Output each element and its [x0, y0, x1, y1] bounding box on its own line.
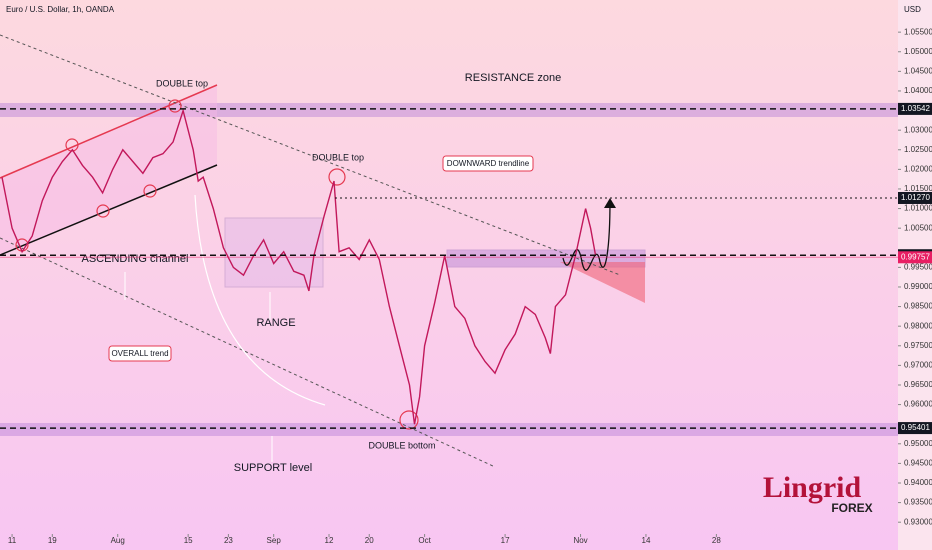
x-tick-label: 15	[184, 536, 193, 545]
x-tick-label: 23	[224, 536, 233, 545]
y-tick-label: 0.96500	[904, 380, 932, 389]
level-tag	[898, 102, 932, 115]
projection-triangle	[560, 262, 645, 303]
y-tick-label: 1.02500	[904, 145, 932, 154]
resistance-zone	[0, 103, 898, 117]
lower-trend-line	[0, 237, 496, 468]
annotations: DOUBLE top RESISTANCE zone DOUBLE top DOWNW…	[82, 72, 562, 474]
y-tick-label: 1.02000	[904, 164, 932, 173]
annotation: DOUBLE bottom	[368, 440, 435, 450]
x-tick-label: Oct	[418, 536, 431, 545]
axes: 0.93000 0.93500 0.94000 0.94500 0.95000 0.960…	[8, 27, 932, 545]
logo-sub: FOREX	[831, 501, 872, 515]
price-axis	[898, 0, 932, 550]
level-tag	[898, 191, 932, 204]
y-tick-label: 0.98000	[904, 321, 932, 330]
x-tick-label: 20	[365, 536, 374, 545]
price-line	[1, 108, 597, 425]
currency: USD	[904, 5, 921, 14]
x-tick-label: 17	[501, 536, 510, 545]
y-tick-label: 0.96000	[904, 400, 932, 409]
annotation: RESISTANCE zone	[465, 72, 561, 84]
x-tick-label: 28	[712, 536, 721, 545]
trendline-label-box	[442, 155, 534, 172]
x-tick-label: 12	[325, 536, 334, 545]
annotation: DOWNWARD trendline	[447, 159, 530, 168]
level-label: 1.01270	[901, 193, 930, 202]
y-tick-label: 0.97500	[904, 341, 932, 350]
y-tick-label: 1.01000	[904, 204, 932, 213]
y-tick-label: 0.99500	[904, 262, 932, 271]
y-tick-label: 0.97000	[904, 360, 932, 369]
range-box	[224, 217, 324, 288]
x-tick-label: 11	[8, 536, 17, 545]
channel-fill	[0, 85, 217, 255]
y-tick-label: 1.04000	[904, 86, 932, 95]
overall-trend-arrow	[194, 194, 326, 406]
y-tick-label: 1.05000	[904, 47, 932, 56]
x-tick-label: Nov	[573, 536, 587, 545]
x-tick-label: Sep	[267, 536, 282, 545]
level-tag	[898, 422, 932, 435]
y-tick-label: 1.03000	[904, 125, 932, 134]
level-label: 0.95401	[901, 423, 930, 432]
support-zone	[0, 423, 898, 436]
x-tick-label: 14	[642, 536, 651, 545]
forecast-arrow	[604, 198, 616, 208]
channel-top	[0, 84, 218, 179]
y-tick-label: 0.95000	[904, 439, 932, 448]
level-tag	[898, 251, 932, 264]
label-pointers	[124, 272, 273, 462]
y-tick-label: 0.93500	[904, 498, 932, 507]
y-tick-label: 1.04500	[904, 66, 932, 75]
forecast-path	[562, 199, 611, 271]
y-tick-label: 1.05500	[904, 27, 932, 36]
annotation: SUPPORT level	[234, 462, 312, 474]
annotation: OVERALL trend	[111, 349, 168, 358]
x-tick-label: 19	[48, 536, 57, 545]
downtrend-line	[0, 34, 621, 276]
y-tick-label: 0.94000	[904, 478, 932, 487]
logo: Lingrid	[763, 471, 862, 504]
y-tick-label: 0.99000	[904, 282, 932, 291]
annotation: DOUBLE top	[156, 78, 208, 88]
y-tick-label: 1.00500	[904, 223, 932, 232]
y-tick-label: 0.94500	[904, 459, 932, 468]
plot	[1, 108, 597, 425]
annotation: DOUBLE top	[312, 152, 364, 162]
level-label: 0.99757	[901, 252, 930, 261]
symbol-title: Euro / U.S. Dollar, 1h, OANDA	[6, 5, 115, 14]
trend-label-box	[108, 345, 172, 362]
annotation: RANGE	[256, 317, 295, 329]
x-tick-label: Aug	[111, 536, 125, 545]
y-tick-label: 1.01500	[904, 184, 932, 193]
level-label: 1.03542	[901, 104, 930, 113]
y-tick-label: 0.98500	[904, 302, 932, 311]
y-tick-label: 0.93000	[904, 517, 932, 526]
